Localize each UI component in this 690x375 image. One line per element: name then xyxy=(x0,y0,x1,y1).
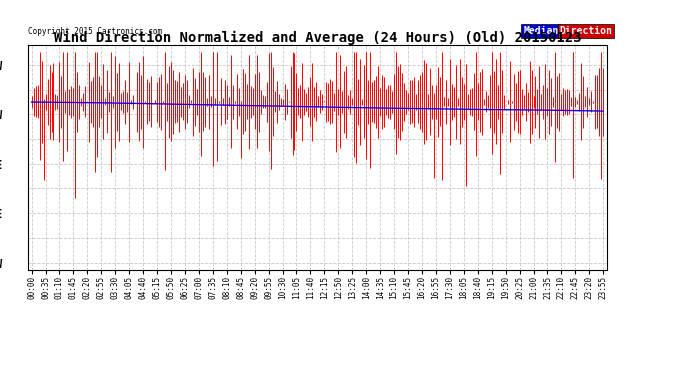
Text: Direction: Direction xyxy=(560,26,613,36)
Text: Median: Median xyxy=(523,26,558,36)
Title: Wind Direction Normalized and Average (24 Hours) (Old) 20150123: Wind Direction Normalized and Average (2… xyxy=(54,31,581,45)
Text: Copyright 2015 Cartronics.com: Copyright 2015 Cartronics.com xyxy=(28,27,161,36)
